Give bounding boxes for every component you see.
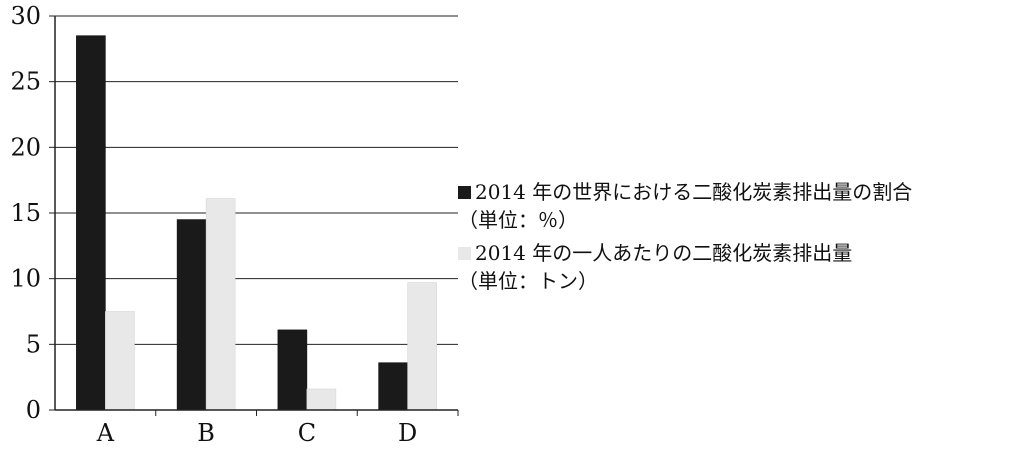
bar-c-series-1 [277, 329, 308, 411]
legend-swatch-per-capita [458, 246, 471, 260]
legend-swatch-share [458, 185, 471, 199]
x-tick-labels: A B C D [96, 419, 418, 447]
legend-label-share: 2014 年の世界における二酸化炭素排出量の割合 [475, 180, 913, 204]
y-tick-label: 0 [26, 396, 41, 424]
x-tick-label: C [298, 419, 316, 447]
y-tick-label: 25 [10, 68, 41, 96]
gridlines [55, 15, 458, 345]
legend-item-share: 2014 年の世界における二酸化炭素排出量の割合 （単位：％） [458, 178, 1008, 234]
x-tick-label: B [197, 419, 215, 447]
y-tick-labels: 0 5 10 15 20 25 30 [10, 2, 41, 424]
bar-d-series-2 [407, 282, 437, 411]
legend-unit-per-capita: （単位：トン） [458, 269, 598, 293]
x-tick-label: D [398, 419, 417, 447]
bar-b-series-2 [205, 198, 236, 411]
legend: 2014 年の世界における二酸化炭素排出量の割合 （単位：％） 2014 年の一… [458, 178, 1008, 295]
legend-label-per-capita: 2014 年の一人あたりの二酸化炭素排出量 [475, 241, 853, 265]
y-tick-label: 30 [10, 2, 41, 30]
bar-d-series-1 [378, 362, 408, 411]
y-tick-label: 10 [10, 265, 41, 293]
y-tick-label: 20 [10, 133, 41, 161]
bar-a-series-2 [105, 311, 135, 411]
x-tick-label: A [96, 419, 115, 447]
y-tick-label: 5 [26, 330, 41, 358]
bar-a-series-1 [76, 35, 106, 411]
axes [49, 15, 459, 416]
legend-unit-share: （単位：％） [458, 208, 578, 232]
bar-c-series-2 [306, 388, 337, 411]
bars [76, 35, 437, 411]
y-tick-label: 15 [10, 199, 41, 227]
bar-b-series-1 [176, 219, 207, 411]
legend-item-per-capita: 2014 年の一人あたりの二酸化炭素排出量 （単位：トン） [458, 239, 1008, 295]
